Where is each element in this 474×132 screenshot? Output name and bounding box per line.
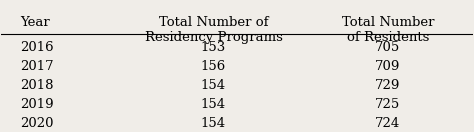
Text: 729: 729	[375, 79, 401, 92]
Text: 724: 724	[375, 117, 401, 130]
Text: 2019: 2019	[20, 98, 54, 111]
Text: 2017: 2017	[20, 60, 54, 73]
Text: 705: 705	[375, 41, 401, 54]
Text: 2020: 2020	[20, 117, 54, 130]
Text: 153: 153	[201, 41, 226, 54]
Text: 725: 725	[375, 98, 401, 111]
Text: Year: Year	[20, 16, 50, 29]
Text: 156: 156	[201, 60, 226, 73]
Text: Total Number
of Residents: Total Number of Residents	[342, 16, 434, 44]
Text: 154: 154	[201, 79, 226, 92]
Text: 154: 154	[201, 117, 226, 130]
Text: Total Number of
Residency Programs: Total Number of Residency Programs	[145, 16, 283, 44]
Text: 2018: 2018	[20, 79, 54, 92]
Text: 154: 154	[201, 98, 226, 111]
Text: 709: 709	[375, 60, 401, 73]
Text: 2016: 2016	[20, 41, 54, 54]
